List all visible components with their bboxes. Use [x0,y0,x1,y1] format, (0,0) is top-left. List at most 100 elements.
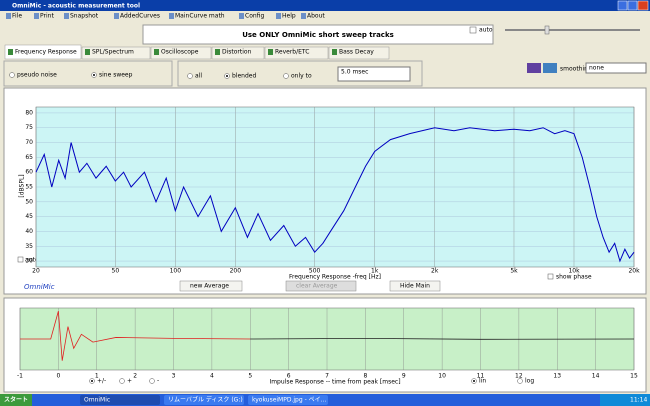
start-button[interactable] [0,394,32,406]
y-tick-label: 70 [25,139,33,146]
data-line [20,310,251,361]
chart-auto-checkbox[interactable] [17,256,24,263]
brand: OmniMic [24,283,55,291]
signal-box [3,60,173,87]
x-tick-label: 20k [628,268,640,275]
y-tick-label: 60 [25,169,33,176]
x-tick-label: 500 [309,268,321,275]
task-label[interactable]: OmniMic [84,397,110,404]
scale-radio-dot [473,380,475,382]
scale-radio[interactable] [517,378,523,384]
y-tick-label: 55 [25,184,33,191]
close[interactable] [637,0,649,11]
menu-item[interactable]: Snapshot [70,13,99,20]
x-tick-label: 5k [510,268,518,275]
tab[interactable] [150,46,212,60]
tab[interactable] [81,46,151,60]
tab[interactable] [264,46,329,60]
menu-item[interactable]: MainCurve math [175,13,225,20]
banner-box [142,24,494,45]
smoothing-value: none [589,65,604,72]
x-tick-label: 7 [325,373,329,380]
x-tick-label: 5 [248,373,252,380]
icon-a[interactable] [527,63,541,73]
x-tick-label: 11 [477,373,485,380]
menu-icon [169,13,174,19]
x-tick-label: 0 [56,373,60,380]
y-tick-label: 35 [25,243,33,250]
minimize[interactable] [617,0,628,11]
tab-icon [268,49,273,55]
data-line [250,337,635,340]
button-label[interactable]: new Average [190,283,229,290]
y-tick-label: 40 [25,228,33,235]
tab-label[interactable]: Frequency Response [15,49,77,56]
tab[interactable] [211,46,265,60]
button-label[interactable]: Hide Main [400,283,430,290]
clock: 11:14 [630,397,647,404]
menu-item[interactable]: Config [245,13,264,20]
banner: Use ONLY OmniMic short sweep tracks [242,31,394,39]
average-radio-dot [226,75,228,77]
x-tick-label: 4 [210,373,214,380]
impulse-radio[interactable] [119,378,125,384]
y-tick-label: 45 [25,213,33,220]
task-item[interactable] [164,395,244,405]
menu-icon [64,13,69,19]
average-radio[interactable] [283,73,289,79]
window-title: OmniMic - acoustic measurement tool [12,3,140,10]
tab[interactable] [328,46,390,60]
signal-label: sine sweep [99,72,133,79]
menu-icon [114,13,119,19]
y-tick-label: 75 [25,124,33,131]
x-tick-label: 9 [402,373,406,380]
x-tick-label: 20 [32,268,40,275]
tab[interactable] [4,44,82,60]
smoothing-label: smoothing [560,66,592,73]
chart-auto: auto [25,257,39,264]
smoothing-select[interactable] [585,62,647,74]
auto-label: auto [479,27,493,34]
show-phase-checkbox[interactable] [547,273,554,280]
task-label[interactable]: kyokuseiMPD.jpg - ペイ... [252,397,326,404]
menu-icon [6,13,11,19]
impulse-label: +/- [97,378,106,385]
average-label: all [195,73,202,80]
button[interactable] [179,280,243,292]
button-label[interactable]: clear Average [296,283,338,290]
tab-icon [332,49,337,55]
x-tick-label: 13 [553,373,561,380]
slider-thumb[interactable] [544,25,550,35]
tab-label[interactable]: Bass Decay [339,49,374,56]
x-tick-label: 6 [287,373,291,380]
tab-icon [215,49,220,55]
task-label[interactable]: リムーバブル ディスク (G:) [168,396,243,404]
tab-label[interactable]: Distortion [222,49,252,56]
x-tick-label: 12 [515,373,523,380]
tab-icon [85,49,90,55]
menu-item[interactable]: Print [40,13,54,20]
button[interactable] [389,280,441,292]
tray [600,394,650,406]
tab-label[interactable]: Oscilloscope [161,49,199,56]
menu-item[interactable]: File [12,13,22,20]
menu-item[interactable]: AddedCurves [120,13,160,20]
start-label: スタート [4,396,28,404]
maximize[interactable] [627,0,638,11]
menu-icon [34,13,39,19]
impulse-radio[interactable] [149,378,155,384]
menu-item[interactable]: About [307,13,325,20]
button[interactable] [285,280,357,292]
task-item[interactable] [248,395,328,405]
tab-label[interactable]: SPL/Spectrum [92,49,134,56]
x-tick-label: 10k [568,268,580,275]
tab-label[interactable]: Reverb/ETC [275,49,309,56]
only-to-input[interactable] [337,66,411,82]
task-item[interactable] [80,395,160,405]
auto-checkbox[interactable] [469,26,477,34]
average-radio[interactable] [187,73,193,79]
icon-b[interactable] [543,63,557,73]
signal-radio[interactable] [9,72,15,78]
menu-item[interactable]: Help [282,13,296,20]
